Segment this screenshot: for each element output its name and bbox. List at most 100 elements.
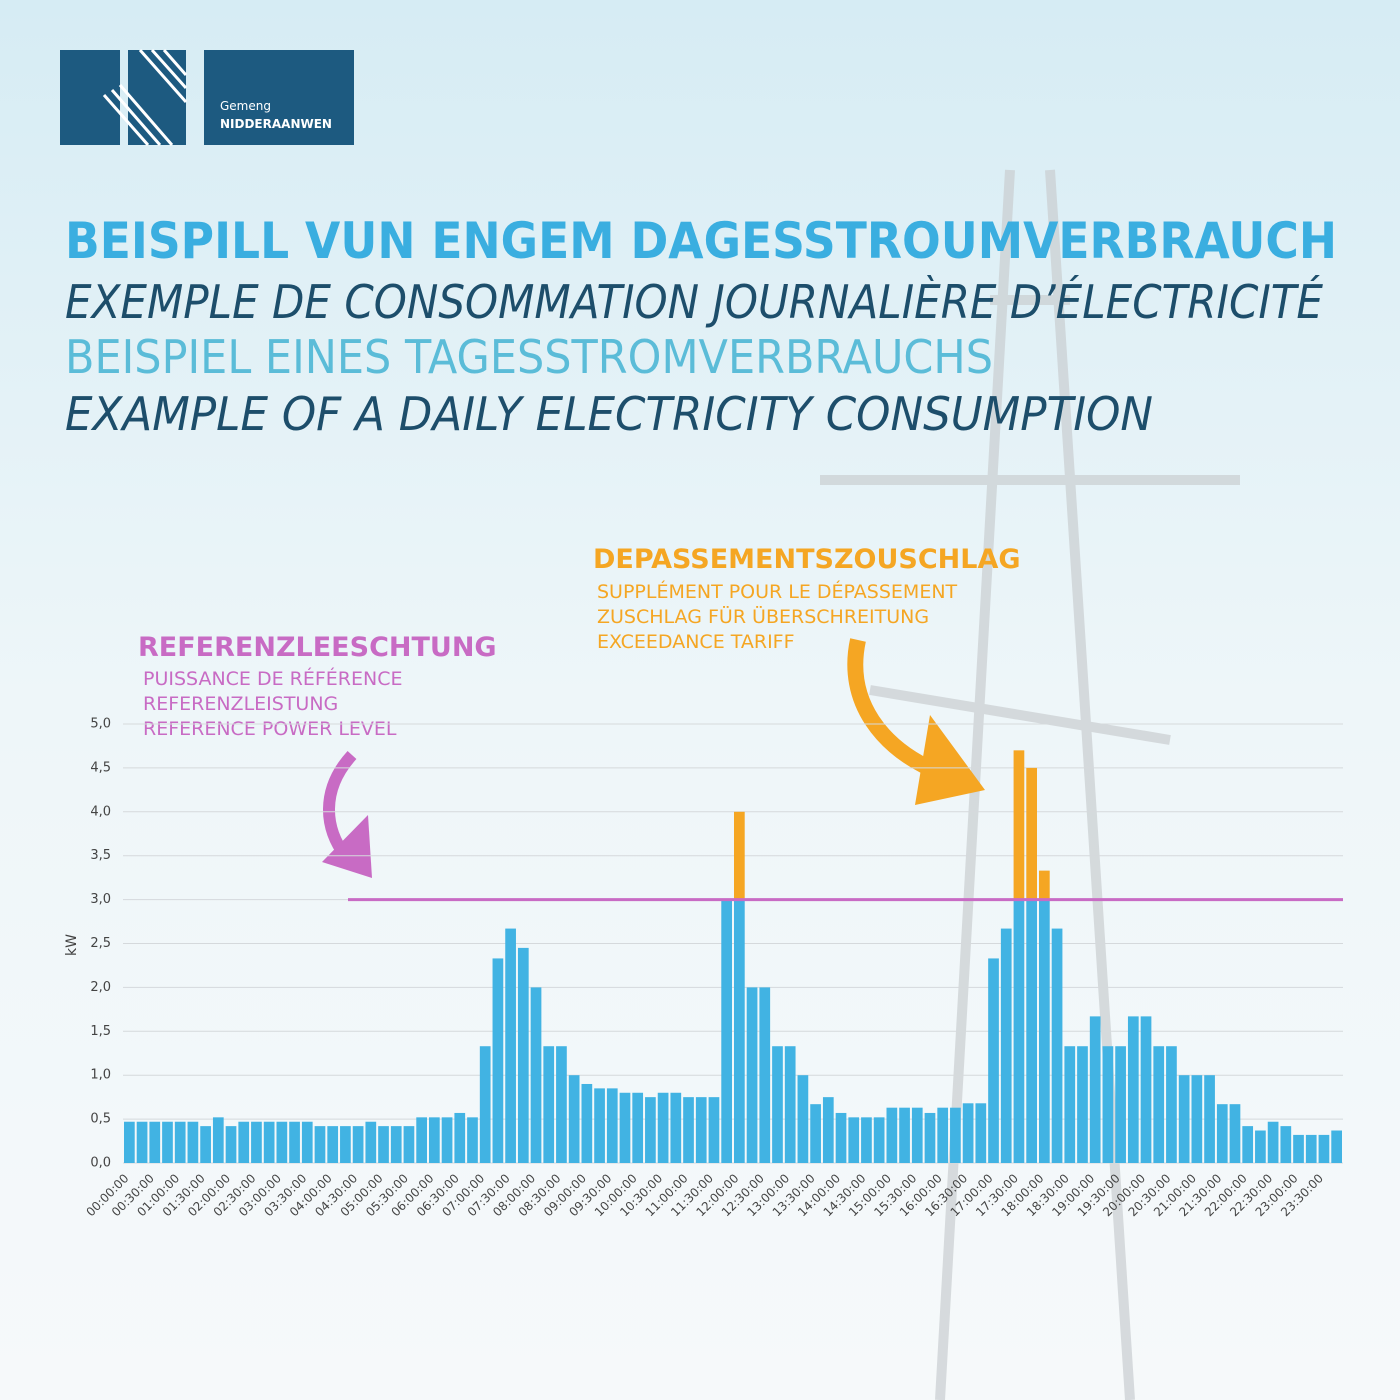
- bar: [124, 1121, 135, 1163]
- y-tick-label: 3,0: [90, 892, 111, 907]
- bar: [848, 1117, 860, 1163]
- bar: [1280, 1126, 1292, 1163]
- bar: [911, 1107, 923, 1163]
- bar: [1026, 767, 1037, 900]
- bar: [441, 1117, 453, 1163]
- bar: [759, 987, 771, 1163]
- bar: [950, 1107, 961, 1163]
- bar: [556, 1046, 567, 1163]
- bar: [1178, 1075, 1190, 1163]
- bar: [276, 1121, 288, 1163]
- bar: [1140, 1016, 1152, 1163]
- bar: [225, 1126, 237, 1163]
- bar: [670, 1092, 682, 1163]
- bar: [467, 1117, 478, 1163]
- y-axis-label: kW: [64, 934, 80, 956]
- bar: [619, 1092, 631, 1163]
- bar: [314, 1126, 326, 1163]
- bar: [1115, 1046, 1126, 1163]
- annotation-title: REFERENZLEESCHTUNG: [138, 632, 497, 663]
- bar: [1077, 1046, 1088, 1163]
- bar: [1102, 1046, 1114, 1163]
- y-tick-label: 4,5: [90, 760, 111, 775]
- bar: [1267, 1121, 1279, 1163]
- bar: [1013, 899, 1025, 1163]
- bar: [162, 1121, 173, 1163]
- bar: [924, 1112, 936, 1163]
- bar: [505, 928, 516, 1163]
- bar: [517, 947, 529, 1163]
- annotation-text: PUISSANCE DE RÉFÉRENCE: [143, 667, 402, 690]
- bar: [301, 1121, 313, 1163]
- bar: [530, 987, 542, 1163]
- title: BEISPILL VUN ENGEM DAGESSTROUMVERBRAUCH: [65, 212, 1337, 270]
- y-tick-label: 4,0: [90, 804, 111, 819]
- bar: [416, 1117, 427, 1163]
- bar: [581, 1083, 593, 1163]
- bar: [1204, 1075, 1215, 1163]
- bar: [174, 1121, 186, 1163]
- bar: [772, 1046, 783, 1163]
- annotation-text: REFERENCE POWER LEVEL: [143, 718, 397, 740]
- bar: [1166, 1046, 1177, 1163]
- bar: [149, 1121, 161, 1163]
- y-tick-label: 3,5: [90, 848, 111, 863]
- bar: [962, 1103, 974, 1163]
- bar: [606, 1088, 618, 1163]
- y-tick-label: 1,0: [90, 1068, 111, 1083]
- bar: [212, 1117, 224, 1163]
- logo: Gemeng NIDDERAANWEN: [60, 48, 354, 146]
- bar: [492, 958, 504, 1163]
- bar: [251, 1121, 262, 1163]
- arrow-head: [915, 715, 985, 805]
- bar: [327, 1126, 339, 1163]
- bar: [1242, 1126, 1254, 1163]
- bar: [1216, 1104, 1228, 1163]
- bar: [1000, 928, 1012, 1163]
- bar: [695, 1097, 707, 1163]
- logo-stripes: [102, 48, 188, 146]
- logo-block: [60, 50, 120, 145]
- bar: [1229, 1104, 1241, 1163]
- bar: [1127, 1016, 1139, 1163]
- bar: [263, 1121, 275, 1163]
- bar: [861, 1117, 872, 1163]
- arrow-head: [322, 815, 372, 878]
- bar: [784, 1046, 796, 1163]
- bar: [1089, 1016, 1101, 1163]
- y-tick-label: 0,5: [90, 1112, 111, 1127]
- bar: [683, 1097, 694, 1163]
- bar: [734, 899, 745, 1163]
- bar: [822, 1097, 834, 1163]
- bar: [378, 1126, 389, 1163]
- bar: [988, 958, 999, 1163]
- y-tick-label: 5,0: [90, 717, 111, 732]
- bar: [1013, 750, 1025, 900]
- bar: [429, 1117, 440, 1163]
- title: BEISPIEL EINES TAGESSTROMVERBRAUCHS: [65, 330, 993, 384]
- y-tick-label: 1,5: [90, 1024, 111, 1039]
- bar: [797, 1075, 809, 1163]
- bar: [1191, 1075, 1203, 1163]
- logo-text: NIDDERAANWEN: [220, 117, 332, 131]
- bar: [1293, 1134, 1304, 1163]
- bar: [975, 1103, 987, 1163]
- bar: [543, 1046, 555, 1163]
- bar: [708, 1097, 720, 1163]
- logo-block: [204, 50, 354, 145]
- bar: [886, 1107, 898, 1163]
- title: EXAMPLE OF A DAILY ELECTRICITY CONSUMPTI…: [65, 387, 1153, 441]
- bar: [810, 1104, 821, 1163]
- annotation-text: ZUSCHLAG FÜR ÜBERSCHREITUNG: [597, 605, 929, 628]
- bar: [136, 1121, 148, 1163]
- bar: [734, 811, 745, 900]
- bar: [657, 1092, 669, 1163]
- logo-text: Gemeng: [220, 99, 271, 113]
- y-tick-label: 2,0: [90, 980, 111, 995]
- bar: [479, 1046, 491, 1163]
- bar: [403, 1126, 415, 1163]
- bar: [340, 1126, 351, 1163]
- bar: [1318, 1134, 1330, 1163]
